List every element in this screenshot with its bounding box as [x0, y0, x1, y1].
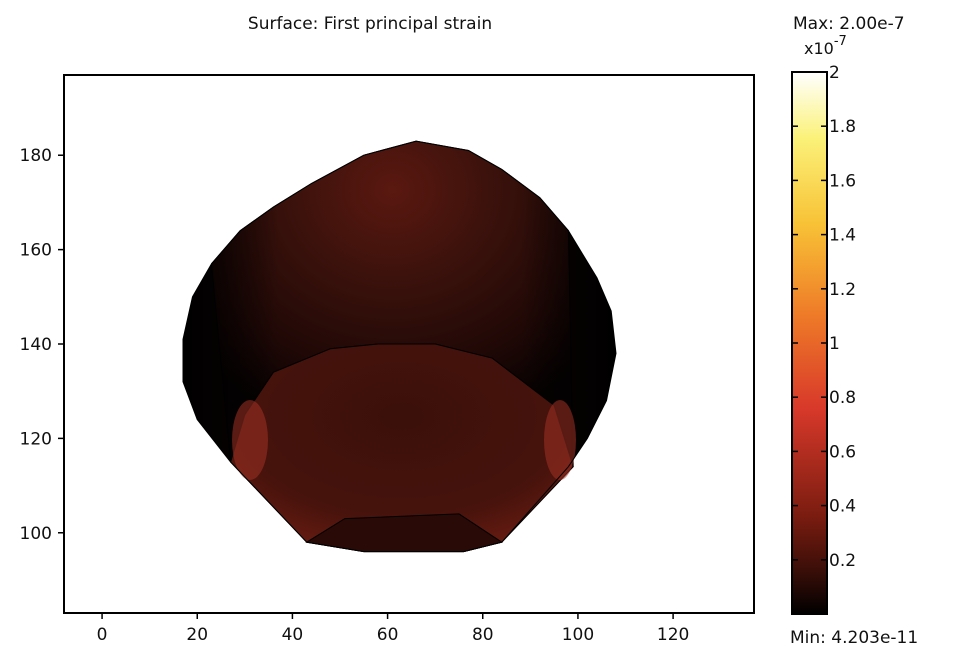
- x-tick: 60: [377, 613, 399, 645]
- plot-area: [182, 140, 617, 553]
- colorbar-tick: 1.4: [792, 226, 856, 246]
- colorbar-tick-label: 1.8: [829, 117, 856, 137]
- y-tick: 120: [20, 429, 64, 449]
- colorbar-max-label: Max: 2.00e-7: [793, 14, 905, 34]
- colorbar-min-label: Min: 4.203e-11: [790, 628, 918, 648]
- colorbar-tick: 1.2: [792, 280, 856, 300]
- colorbar-exponent-power: -7: [834, 34, 847, 49]
- colorbar-ticks: 0.2 0.4 0.6 0.8 1 1.2 1.4 1.6 1.8 2: [792, 63, 856, 571]
- x-tick: 20: [186, 613, 208, 645]
- x-tick-label: 80: [472, 625, 494, 645]
- x-tick-label: 100: [562, 625, 594, 645]
- x-axis: 0 20 40 60 80 100 120: [97, 613, 689, 645]
- colorbar-tick-label: 0.2: [829, 551, 856, 571]
- colorbar-exponent: x10-7: [804, 34, 847, 58]
- chart-title: Surface: First principal strain: [248, 14, 492, 34]
- colorbar-tick: 1.6: [792, 171, 856, 191]
- x-tick: 120: [657, 613, 689, 645]
- colorbar-tick: 0.2: [792, 551, 856, 571]
- y-axis: 100 120 140 160 180: [20, 146, 64, 544]
- colorbar-tick: 1.8: [792, 117, 856, 137]
- colorbar-tick-label: 0.6: [829, 442, 856, 462]
- x-tick-label: 40: [282, 625, 304, 645]
- hot-spot-left: [232, 400, 268, 480]
- colorbar-tick: 1: [792, 334, 840, 354]
- colorbar-tick: 0.4: [792, 497, 856, 517]
- colorbar-tick-label: 1.2: [829, 280, 856, 300]
- x-tick: 100: [562, 613, 594, 645]
- y-tick: 140: [20, 335, 64, 355]
- hot-spot-right: [544, 400, 576, 480]
- y-tick-label: 120: [20, 429, 52, 449]
- colorbar-exponent-base: x10: [804, 39, 834, 58]
- y-tick-label: 100: [20, 524, 52, 544]
- y-tick-label: 180: [20, 146, 52, 166]
- x-tick-label: 120: [657, 625, 689, 645]
- colorbar-tick: 2: [792, 63, 840, 83]
- colorbar-tick-label: 1.6: [829, 171, 856, 191]
- colorbar-tick-label: 2: [829, 63, 840, 83]
- y-tick: 180: [20, 146, 64, 166]
- colorbar-tick: 0.8: [792, 388, 856, 408]
- x-tick: 40: [282, 613, 304, 645]
- x-tick-label: 0: [97, 625, 108, 645]
- y-tick: 160: [20, 241, 64, 261]
- x-tick: 0: [97, 613, 108, 645]
- colorbar-tick-label: 1.4: [829, 226, 856, 246]
- y-tick-label: 140: [20, 335, 52, 355]
- x-tick: 80: [472, 613, 494, 645]
- colorbar-tick-label: 0.8: [829, 388, 856, 408]
- x-tick-label: 20: [186, 625, 208, 645]
- x-tick-label: 60: [377, 625, 399, 645]
- y-tick: 100: [20, 524, 64, 544]
- body-outline: [182, 140, 617, 553]
- y-tick-label: 160: [20, 241, 52, 261]
- colorbar-tick-label: 0.4: [829, 497, 856, 517]
- colorbar-tick-label: 1: [829, 334, 840, 354]
- colorbar-tick: 0.6: [792, 442, 856, 462]
